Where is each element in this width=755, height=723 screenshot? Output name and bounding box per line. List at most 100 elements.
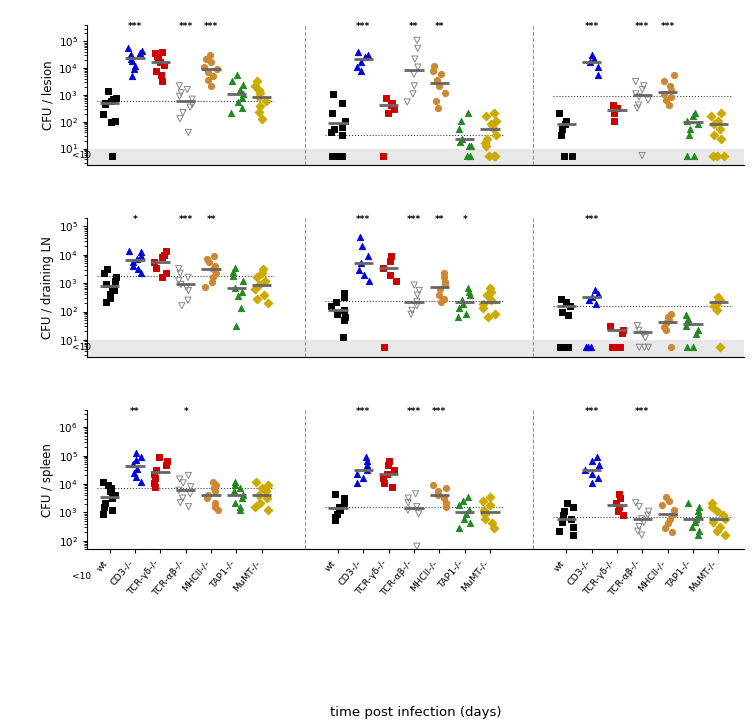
Point: [664, 80, 676, 92]
Point: [411, 61, 424, 73]
Point: [128, 467, 140, 479]
Point: [661, 317, 673, 329]
Point: [262, 297, 274, 309]
Point: [159, 59, 171, 71]
Point: [633, 91, 645, 103]
Point: [710, 150, 723, 161]
Point: [659, 523, 671, 534]
Point: [455, 115, 467, 127]
Point: [586, 49, 598, 61]
Point: [106, 282, 118, 294]
Point: [692, 325, 704, 336]
Point: [229, 479, 241, 491]
Point: [457, 495, 469, 507]
Point: [682, 341, 694, 353]
Point: [237, 79, 249, 90]
Point: [689, 516, 701, 528]
Point: [131, 463, 143, 474]
Point: [110, 92, 122, 103]
Point: [666, 526, 678, 538]
Point: [664, 513, 676, 525]
Point: [356, 240, 368, 252]
Point: [479, 509, 491, 521]
Point: [236, 489, 248, 501]
Point: [351, 477, 363, 489]
Point: [106, 150, 119, 161]
Point: [224, 107, 236, 119]
Point: [100, 278, 112, 290]
Point: [107, 93, 119, 105]
Point: [156, 46, 168, 57]
Point: [592, 472, 604, 484]
Point: [582, 341, 594, 353]
Point: [173, 275, 185, 286]
Point: [329, 488, 341, 500]
Point: [351, 61, 363, 73]
Point: [708, 118, 720, 129]
Point: [560, 115, 572, 127]
Point: [454, 137, 466, 148]
Point: [559, 118, 571, 129]
Point: [479, 513, 491, 525]
Point: [250, 476, 262, 487]
Point: [586, 477, 598, 489]
Point: [638, 516, 650, 528]
Point: [452, 311, 464, 322]
Point: [153, 451, 165, 463]
Point: [362, 464, 374, 476]
Point: [253, 84, 265, 95]
Point: [202, 253, 214, 265]
Point: [355, 65, 367, 77]
Point: [612, 488, 624, 500]
Point: [556, 516, 569, 528]
Text: ***: ***: [584, 407, 599, 416]
Point: [106, 483, 118, 495]
Point: [662, 311, 674, 322]
Point: [199, 54, 211, 65]
Point: [457, 299, 469, 310]
Point: [237, 275, 249, 286]
Point: [236, 92, 248, 103]
Point: [229, 282, 241, 294]
Point: [135, 451, 147, 463]
Point: [692, 505, 704, 517]
Point: [615, 328, 627, 339]
Point: [236, 88, 248, 100]
Point: [385, 250, 397, 262]
Point: [380, 93, 392, 104]
Point: [100, 296, 112, 307]
Point: [636, 529, 648, 541]
Point: [713, 115, 725, 127]
Point: [211, 64, 223, 75]
Point: [257, 113, 269, 124]
Point: [334, 150, 347, 161]
Text: <10: <10: [72, 572, 91, 581]
Point: [173, 263, 185, 275]
Point: [103, 486, 116, 497]
Bar: [87, 340, 744, 357]
Point: [208, 260, 220, 272]
Point: [261, 505, 273, 516]
Point: [663, 495, 675, 507]
Point: [160, 460, 172, 471]
Point: [125, 51, 137, 62]
Point: [617, 510, 629, 521]
Point: [611, 103, 623, 114]
Point: [665, 341, 677, 353]
Point: [128, 458, 140, 470]
Point: [259, 275, 271, 286]
Point: [104, 292, 116, 304]
Point: [253, 106, 265, 117]
Point: [253, 279, 265, 291]
Point: [384, 455, 396, 467]
Point: [630, 497, 642, 508]
Point: [567, 501, 579, 513]
Point: [335, 150, 347, 161]
Point: [233, 291, 245, 302]
Point: [174, 113, 186, 124]
Point: [378, 472, 390, 484]
Point: [463, 286, 475, 298]
Point: [488, 123, 501, 134]
Point: [712, 296, 724, 307]
Point: [636, 513, 648, 525]
